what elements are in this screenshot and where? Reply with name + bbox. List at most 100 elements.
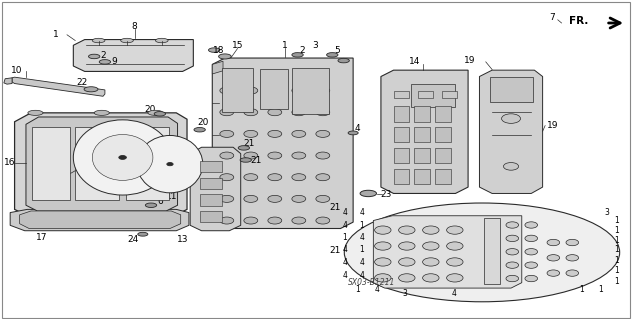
Ellipse shape bbox=[447, 242, 463, 250]
Ellipse shape bbox=[268, 109, 282, 116]
Text: 6: 6 bbox=[157, 197, 163, 206]
Ellipse shape bbox=[268, 130, 282, 137]
Polygon shape bbox=[84, 49, 101, 55]
Polygon shape bbox=[10, 209, 189, 231]
Ellipse shape bbox=[137, 135, 203, 193]
Bar bbox=[394, 169, 410, 184]
Ellipse shape bbox=[547, 255, 560, 261]
Text: 3: 3 bbox=[403, 289, 408, 298]
Text: 4: 4 bbox=[354, 124, 360, 132]
Ellipse shape bbox=[316, 87, 330, 94]
Ellipse shape bbox=[344, 203, 620, 302]
Ellipse shape bbox=[146, 203, 157, 207]
Polygon shape bbox=[479, 70, 542, 194]
Text: 14: 14 bbox=[410, 57, 421, 66]
Ellipse shape bbox=[566, 270, 579, 276]
Text: 1: 1 bbox=[614, 276, 619, 285]
Text: 12: 12 bbox=[51, 172, 62, 180]
Ellipse shape bbox=[547, 270, 560, 276]
Ellipse shape bbox=[238, 146, 249, 150]
Ellipse shape bbox=[94, 110, 110, 116]
Ellipse shape bbox=[167, 163, 173, 166]
Text: 4: 4 bbox=[342, 271, 348, 280]
Polygon shape bbox=[173, 49, 189, 55]
Bar bbox=[394, 92, 410, 98]
Polygon shape bbox=[15, 113, 187, 216]
Ellipse shape bbox=[121, 38, 134, 43]
Ellipse shape bbox=[375, 226, 391, 234]
Ellipse shape bbox=[423, 226, 439, 234]
Ellipse shape bbox=[399, 274, 415, 282]
Ellipse shape bbox=[220, 174, 234, 181]
Ellipse shape bbox=[338, 58, 349, 63]
Ellipse shape bbox=[316, 174, 330, 181]
Ellipse shape bbox=[399, 226, 415, 234]
Text: 4: 4 bbox=[342, 245, 348, 254]
Bar bbox=[415, 148, 430, 163]
Polygon shape bbox=[212, 58, 353, 228]
Ellipse shape bbox=[525, 275, 537, 282]
Bar bbox=[199, 195, 222, 205]
Text: 15: 15 bbox=[232, 41, 243, 51]
Polygon shape bbox=[26, 117, 177, 211]
Polygon shape bbox=[411, 84, 456, 108]
Ellipse shape bbox=[240, 158, 251, 162]
Bar bbox=[436, 107, 451, 122]
Ellipse shape bbox=[566, 239, 579, 246]
Polygon shape bbox=[73, 40, 193, 71]
Text: 17: 17 bbox=[36, 233, 47, 242]
Ellipse shape bbox=[547, 239, 560, 246]
Text: 1: 1 bbox=[360, 245, 365, 254]
Bar bbox=[442, 92, 458, 98]
Text: 4: 4 bbox=[375, 285, 380, 294]
Ellipse shape bbox=[506, 275, 518, 282]
Ellipse shape bbox=[506, 249, 518, 255]
Text: 2: 2 bbox=[100, 51, 106, 60]
Ellipse shape bbox=[92, 38, 105, 43]
Text: 23: 23 bbox=[380, 189, 392, 199]
Ellipse shape bbox=[92, 134, 153, 180]
Text: 4: 4 bbox=[360, 208, 365, 217]
Ellipse shape bbox=[292, 52, 303, 57]
Text: 16: 16 bbox=[4, 158, 15, 167]
Ellipse shape bbox=[316, 152, 330, 159]
Text: 20: 20 bbox=[145, 105, 156, 114]
Polygon shape bbox=[212, 61, 223, 74]
Ellipse shape bbox=[360, 190, 377, 197]
Ellipse shape bbox=[566, 255, 579, 261]
Ellipse shape bbox=[327, 52, 338, 57]
Text: 3: 3 bbox=[312, 41, 318, 51]
Polygon shape bbox=[292, 68, 329, 114]
Polygon shape bbox=[12, 77, 105, 96]
Bar bbox=[436, 148, 451, 163]
Ellipse shape bbox=[447, 274, 463, 282]
Text: 19: 19 bbox=[463, 56, 475, 65]
Ellipse shape bbox=[525, 222, 537, 228]
Text: 1: 1 bbox=[342, 233, 348, 242]
Text: 1: 1 bbox=[614, 216, 619, 225]
Bar bbox=[436, 127, 451, 142]
Text: 21: 21 bbox=[243, 139, 254, 148]
Ellipse shape bbox=[316, 130, 330, 137]
Text: 4: 4 bbox=[342, 208, 348, 217]
Ellipse shape bbox=[506, 235, 518, 242]
Text: 1: 1 bbox=[614, 245, 619, 254]
Polygon shape bbox=[190, 147, 241, 231]
Ellipse shape bbox=[154, 112, 166, 116]
Bar bbox=[199, 161, 222, 172]
Ellipse shape bbox=[506, 222, 518, 228]
Ellipse shape bbox=[244, 217, 258, 224]
Ellipse shape bbox=[525, 249, 537, 255]
Text: 3: 3 bbox=[605, 208, 610, 217]
Ellipse shape bbox=[423, 274, 439, 282]
Ellipse shape bbox=[73, 120, 172, 195]
Text: 4: 4 bbox=[360, 233, 365, 242]
Text: 22: 22 bbox=[76, 78, 87, 87]
Text: 1: 1 bbox=[614, 266, 619, 276]
Text: 1: 1 bbox=[614, 256, 619, 265]
Text: 1: 1 bbox=[282, 41, 288, 51]
Ellipse shape bbox=[244, 196, 258, 202]
Ellipse shape bbox=[244, 152, 258, 159]
Text: 7: 7 bbox=[549, 13, 555, 22]
Ellipse shape bbox=[268, 174, 282, 181]
